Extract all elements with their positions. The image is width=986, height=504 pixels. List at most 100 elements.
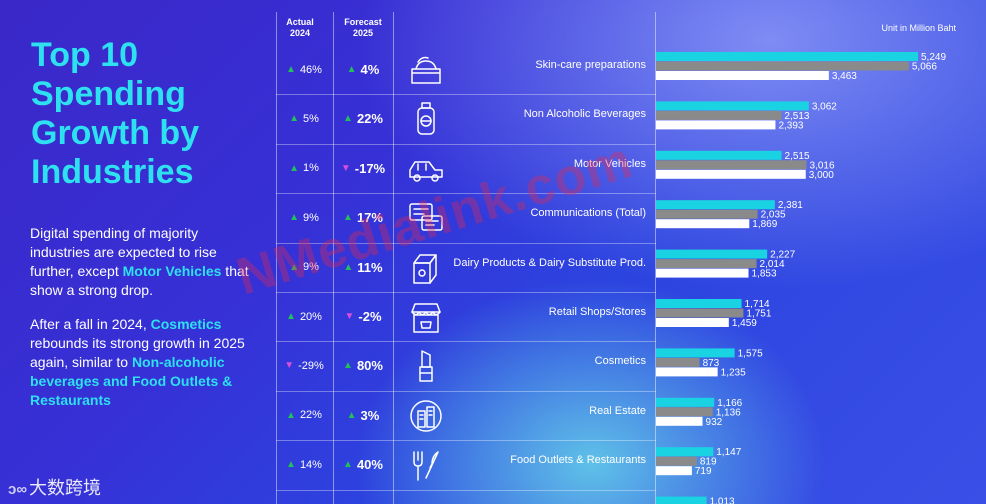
lipstick-icon [406,347,446,385]
bar-series-2 [656,407,713,417]
bar-value-label: 5,066 [912,62,937,73]
bar-value-label: 1,853 [751,269,776,280]
actual-2024-value: 22% [299,409,322,422]
up-triangle-icon: ▲ [343,360,353,372]
up-triangle-icon: ▲ [346,64,357,75]
bar-series-1 [656,249,768,259]
actual-2024-value: 1% [303,162,319,175]
bar-value-label: 1,136 [716,407,741,418]
forecast-2025-value: 40% [356,457,383,473]
up-triangle-icon: ▲ [289,162,299,174]
industry-label: Communications (Total) [530,207,646,220]
industry-label: Non Alcoholic Beverages [523,108,646,121]
actual-2024-value: -29% [298,359,324,372]
up-triangle-icon: ▲ [289,212,299,224]
forecast-2025-value: 4% [360,62,380,77]
bar-value-label: 3,062 [812,101,837,112]
body-text: After a fall in 2024, [30,316,151,332]
bar-value-label: 2,515 [785,151,810,162]
forecast-2025-value: -2% [358,309,382,324]
building-icon [406,397,446,435]
forecast-2025-cell: ▼ -17% [333,144,393,193]
up-triangle-icon: ▲ [286,459,296,471]
forecast-2025-cell: ▲ 22% [333,94,393,143]
bar-series-1 [656,496,707,504]
bar-value-label: 3,000 [809,170,834,181]
left-panel: Top 10 Spending Growth by Industries Dig… [0,0,268,504]
bar-value-label: 1,147 [716,447,741,458]
bar-value-label: 5,249 [921,52,946,63]
table-row: ▲ 9% ▲ 11% Dairy Products & Dairy Substitute… [276,243,656,292]
up-triangle-icon: ▲ [286,409,296,421]
unit-label: Unit in Million Baht [881,23,956,33]
actual-2024-cell: ▼ -29% [276,341,332,390]
actual-2024-value: 46% [299,63,322,76]
description-paragraph-1: Digital spending of majority industries … [30,224,255,300]
bar-series-3 [656,219,750,229]
up-triangle-icon: ▲ [286,311,296,322]
header-actual-2024: Actual 2024 [286,17,314,38]
bar-series-3 [656,169,806,179]
bar-value-label: 1,013 [710,497,735,504]
milk-carton-icon [406,249,446,287]
forecast-2025-value: -17% [354,160,386,176]
up-triangle-icon: ▲ [346,409,357,421]
forecast-2025-value: 11% [357,259,383,275]
bar-value-label: 873 [703,358,720,369]
table-row: ▲ 20% ▼ -2% Retail Shops/Stores [276,292,656,341]
forecast-2025-cell: ▲ 17% [333,193,393,242]
bar-value-label: 2,381 [778,200,803,211]
actual-2024-cell: ▲ 22% [276,391,332,440]
bar-series-2 [656,259,757,269]
bar-series-3 [656,416,703,426]
row-divider [276,242,656,244]
forecast-2025-cell: ▲ 40% [333,440,393,489]
table-row: ▲ 46% ▲ 4% Skin-care preparations [276,45,656,94]
row-divider [276,193,656,195]
table-row: ▲ 9% ▲ 17% Communications (Total) [276,193,656,242]
page-title: Top 10 Spending Growth by Industries [31,36,200,191]
actual-2024-value: 9% [303,211,319,224]
cream-jar-icon [406,51,446,89]
actual-2024-cell: ▲ 46% [276,45,332,94]
down-triangle-icon: ▼ [340,162,351,174]
industry-label: Dairy Products & Dairy Substitute Prod. [453,256,646,269]
logo-mark-icon: ↄ∞ [8,481,28,498]
bar-value-label: 819 [700,457,717,468]
bar-value-label: 2,035 [761,210,786,221]
forecast-2025-cell: ▲ 4% [333,45,393,94]
bar-series-1 [656,397,715,407]
row-divider [276,94,656,96]
bar-series-2 [656,110,782,120]
bar-series-1 [656,200,775,210]
bar-value-label: 2,014 [760,259,785,270]
brand-logo: ↄ∞ 大数跨境 [8,474,101,500]
row-divider [276,390,656,392]
actual-2024-cell: ▲ 1% [276,144,332,193]
actual-2024-value: 20% [299,310,322,323]
bar-value-label: 1,869 [752,219,777,230]
header-forecast-2025: Forecast 2025 [344,17,382,38]
bar-series-1 [656,101,809,111]
bar-value-label: 1,714 [745,299,770,310]
industry-label: Retail Shops/Stores [548,306,646,318]
actual-2024-cell: ▲ 20% [276,292,332,341]
down-triangle-icon: ▼ [344,311,355,322]
bar-series-2 [656,357,700,367]
bar-value-label: 2,227 [770,250,795,261]
bar-series-3 [656,466,692,476]
up-triangle-icon: ▲ [343,459,353,471]
bar-value-label: 1,751 [746,309,771,320]
row-divider [276,143,656,145]
column-divider [655,12,656,504]
bar-value-label: 1,235 [721,367,746,378]
bottle-icon [406,100,446,138]
fork-knife-icon [406,446,446,484]
body-text: that show a strong drop. [30,263,249,298]
actual-2024-cell: ▲ 14% [276,440,332,489]
table-row: ▼ -29% ▲ 80% Cosmetics [276,341,656,390]
table-row: ▲ 22% ▲ 3% Real Estate [276,391,656,440]
column-divider [393,12,394,504]
column-divider [333,12,334,504]
